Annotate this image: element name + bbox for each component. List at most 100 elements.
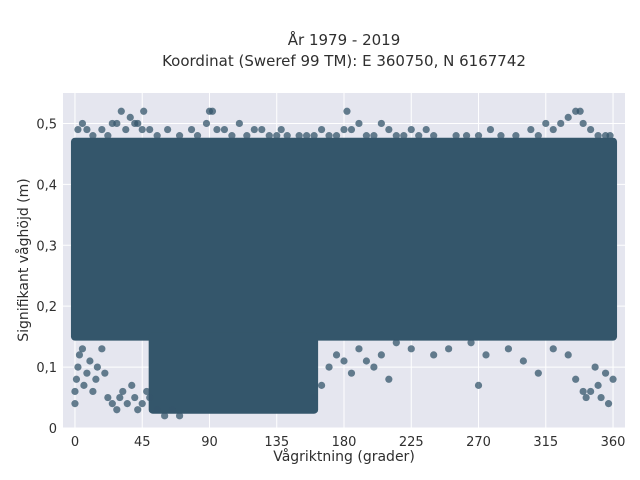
y-tick-label: 0,2 — [36, 300, 57, 315]
data-point — [317, 381, 326, 389]
data-point — [168, 406, 176, 414]
data-point — [119, 387, 127, 396]
data-point — [187, 125, 196, 134]
data-point — [377, 351, 385, 359]
data-point — [430, 132, 438, 140]
data-point — [74, 125, 82, 134]
data-point — [392, 339, 400, 347]
data-point — [134, 406, 142, 414]
data-point — [347, 125, 356, 134]
data-point — [74, 363, 82, 371]
data-point — [78, 119, 87, 128]
data-point — [138, 400, 146, 408]
data-point — [71, 400, 79, 408]
data-point — [161, 412, 169, 420]
data-point — [527, 125, 535, 134]
data-point — [92, 375, 100, 383]
data-point — [101, 369, 109, 377]
data-point — [283, 132, 291, 140]
data-point — [415, 132, 423, 140]
data-point — [467, 339, 475, 347]
data-point — [89, 387, 97, 396]
data-point — [140, 107, 148, 115]
x-tick-label: 135 — [264, 435, 289, 450]
data-point — [93, 363, 101, 371]
data-point — [430, 351, 438, 359]
data-point — [126, 113, 134, 121]
data-point — [609, 375, 617, 383]
data-point — [75, 351, 84, 359]
data-point — [576, 107, 584, 115]
data-point — [193, 132, 202, 140]
data-point — [83, 369, 91, 377]
data-point — [579, 387, 587, 396]
data-point — [116, 393, 124, 402]
data-point — [594, 132, 602, 140]
data-point — [175, 132, 184, 140]
data-point — [355, 119, 363, 128]
data-point — [143, 387, 151, 396]
data-point — [385, 375, 393, 383]
data-point — [385, 125, 393, 134]
y-tick-label: 0,1 — [36, 361, 57, 376]
data-point — [407, 125, 415, 134]
data-point — [407, 345, 415, 353]
data-point — [340, 125, 348, 134]
data-point — [265, 132, 273, 140]
data-point — [104, 393, 112, 402]
data-point — [134, 119, 142, 128]
data-point — [98, 125, 106, 134]
data-point — [362, 357, 371, 365]
data-point — [273, 132, 281, 140]
dense-point-cloud — [70, 137, 618, 414]
data-point — [138, 125, 146, 134]
x-tick-label: 270 — [466, 435, 491, 450]
data-point — [347, 369, 356, 377]
chart-title: År 1979 - 2019 — [288, 30, 401, 49]
data-point — [250, 125, 258, 134]
data-point — [175, 412, 184, 420]
x-tick-label: 225 — [399, 435, 424, 450]
data-point — [131, 393, 139, 402]
data-point — [332, 351, 341, 359]
data-point — [362, 132, 371, 140]
data-point — [89, 132, 97, 140]
data-point — [277, 125, 285, 134]
data-point — [512, 132, 520, 140]
data-point — [72, 375, 81, 383]
y-axis-label: Signifikant våghöjd (m) — [15, 178, 32, 341]
data-point — [113, 119, 121, 128]
x-axis-ticks: 0 45 90 135 180 225 270 315 360 — [71, 435, 626, 450]
data-point — [146, 125, 154, 134]
x-tick-label: 45 — [134, 435, 151, 450]
data-point — [146, 393, 154, 402]
data-point — [377, 119, 385, 128]
data-point — [597, 393, 605, 402]
data-point — [310, 393, 318, 402]
data-point — [482, 351, 490, 359]
data-point — [235, 119, 243, 128]
data-point — [604, 400, 613, 408]
data-point — [83, 125, 91, 134]
data-point — [123, 400, 131, 408]
data-point — [594, 381, 602, 389]
x-tick-label: 180 — [332, 435, 357, 450]
data-point — [122, 125, 130, 134]
data-point — [303, 132, 311, 140]
data-point — [343, 107, 351, 115]
data-point — [504, 345, 513, 353]
data-point — [519, 357, 527, 365]
y-tick-label: 0,5 — [36, 117, 57, 132]
data-point — [78, 345, 87, 353]
y-tick-label: 0 — [49, 422, 57, 437]
x-tick-label: 360 — [601, 435, 626, 450]
data-point — [370, 363, 378, 371]
data-point — [325, 363, 333, 371]
data-point — [340, 357, 348, 365]
data-point — [317, 125, 326, 134]
data-point — [113, 406, 121, 414]
x-axis-label: Vågriktning (grader) — [273, 448, 415, 465]
data-point — [295, 132, 303, 140]
y-tick-label: 0,3 — [36, 239, 57, 254]
data-point — [86, 357, 94, 365]
